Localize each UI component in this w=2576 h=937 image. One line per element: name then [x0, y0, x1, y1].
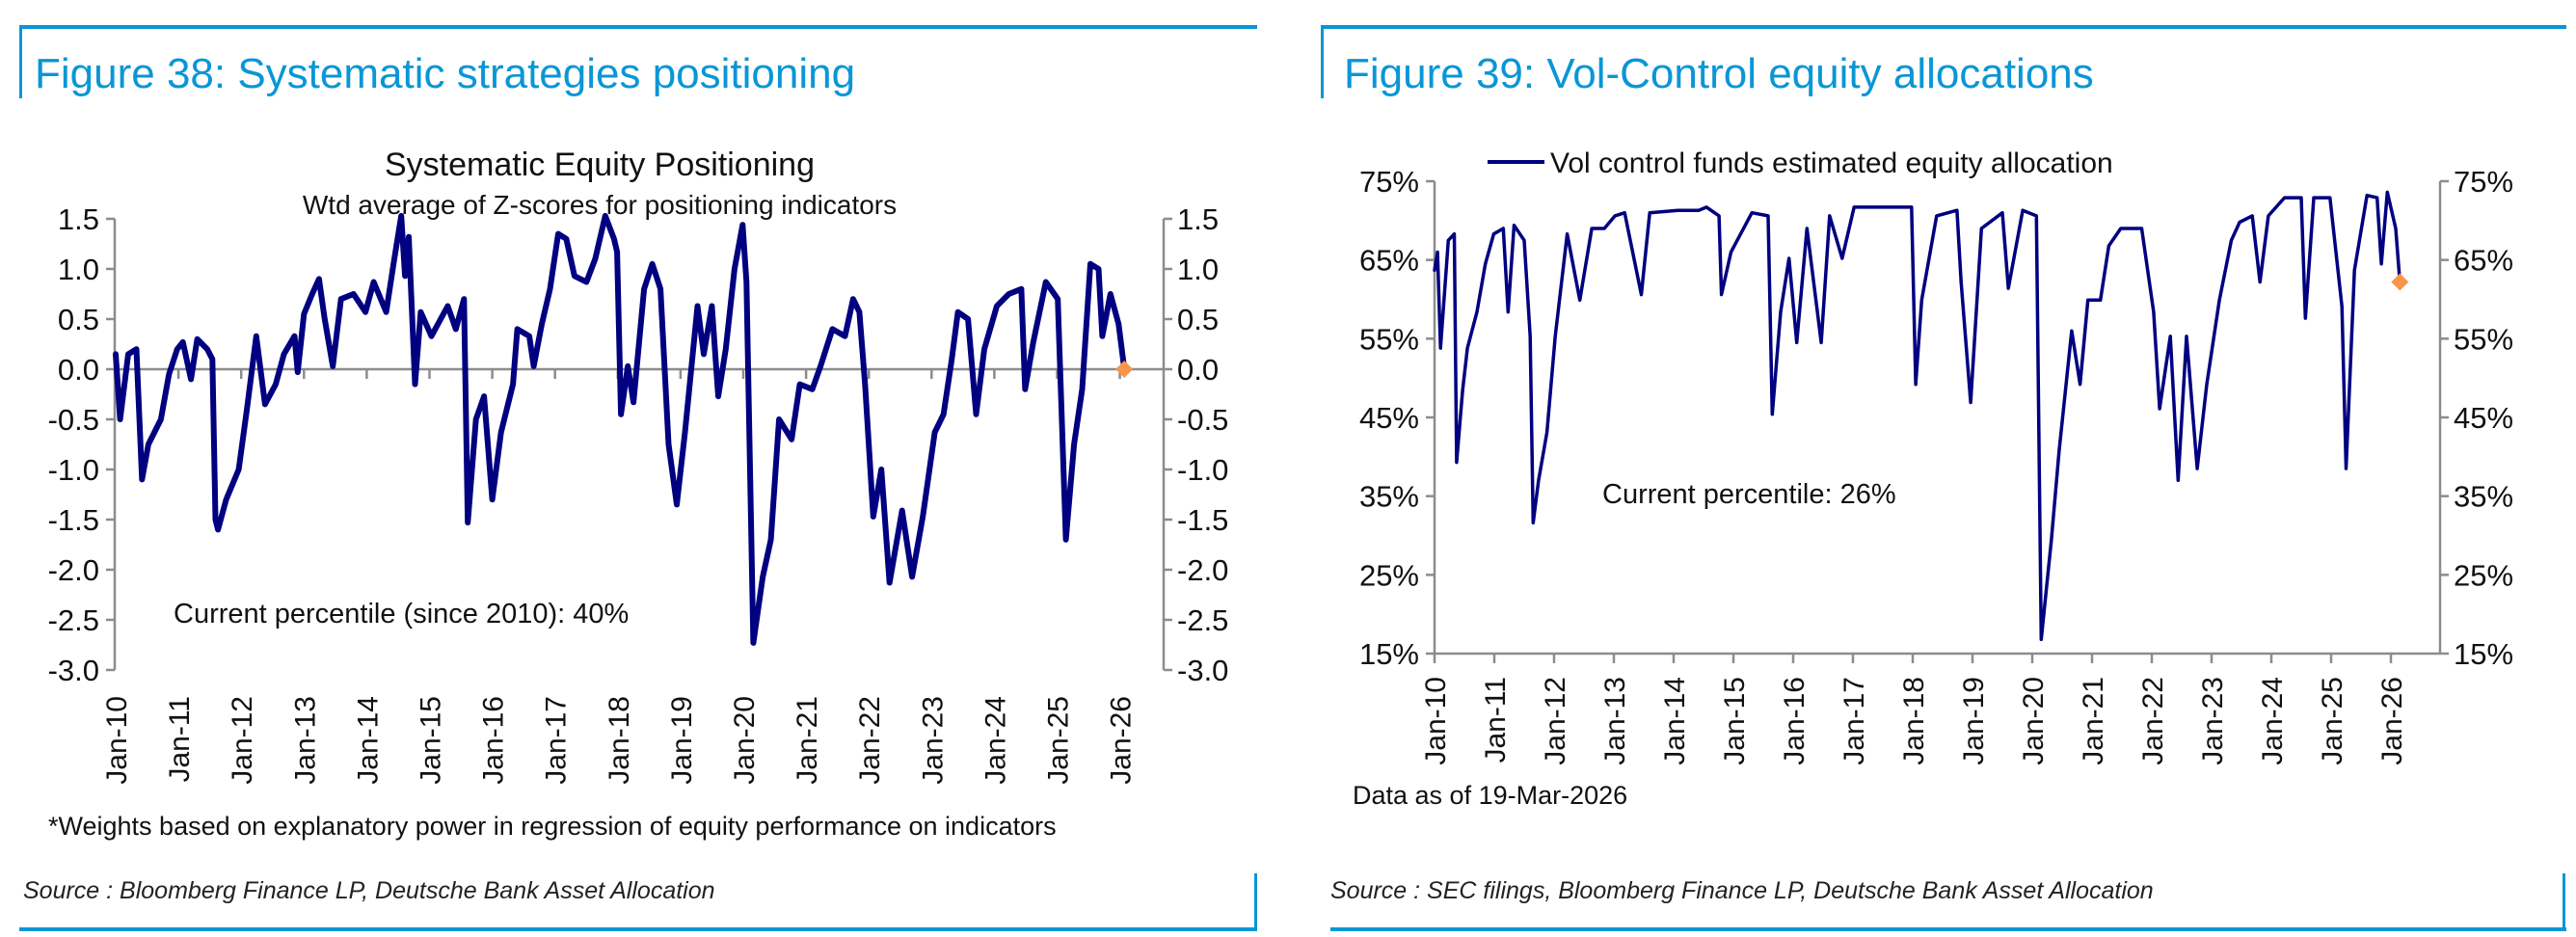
panel1-left-bar: [19, 25, 22, 98]
x-tick-label: Jan-12: [1540, 677, 1571, 765]
x-tick-label: Jan-14: [352, 696, 384, 785]
x-tick-label: Jan-18: [604, 696, 635, 785]
figure-39-title: Figure 39: Vol-Control equity allocation…: [1344, 50, 2094, 97]
panel2-bottom-rule: [1330, 927, 2566, 931]
x-tick-label: Jan-22: [2137, 677, 2169, 765]
series-line: [1433, 190, 2402, 642]
y-tick-label-right: 35%: [2454, 480, 2513, 514]
y-tick-label-left: 1.0: [58, 253, 99, 286]
x-tick-label: Jan-14: [1659, 677, 1691, 765]
x-tick-label: Jan-16: [1779, 677, 1811, 765]
chart-title: Systematic Equity Positioning: [385, 147, 815, 183]
x-tick-label: Jan-19: [666, 696, 698, 785]
y-tick-label-right: 25%: [2454, 558, 2513, 592]
y-tick-label-left: 65%: [1359, 244, 1419, 278]
y-tick-label-right: 0.5: [1177, 303, 1219, 336]
x-tick-label: Jan-16: [478, 696, 510, 785]
x-tick-label: Jan-21: [792, 696, 823, 785]
x-tick-label: Jan-26: [2376, 677, 2408, 765]
x-tick-label: Jan-10: [101, 696, 133, 785]
legend-label: Vol control funds estimated equity alloc…: [1550, 147, 2113, 179]
y-tick-label-left: -0.5: [48, 403, 99, 437]
panel1-right-bar: [1254, 873, 1257, 931]
x-tick-label: Jan-11: [164, 696, 196, 783]
x-tick-label: Jan-20: [2018, 677, 2050, 765]
y-tick-label-left: 35%: [1359, 480, 1419, 514]
figure-38-source: Source : Bloomberg Finance LP, Deutsche …: [23, 877, 715, 904]
y-tick-label-left: -1.5: [48, 503, 99, 537]
y-tick-label-left: 45%: [1359, 401, 1419, 435]
x-tick-label: Jan-13: [1599, 677, 1631, 765]
x-tick-label: Jan-15: [416, 696, 447, 785]
panel2-top-rule: [1321, 25, 2566, 29]
x-tick-label: Jan-20: [729, 696, 761, 785]
y-tick-label-right: 45%: [2454, 401, 2513, 435]
x-tick-label: Jan-13: [289, 696, 321, 785]
series-line: [113, 212, 1128, 646]
y-tick-label-right: 1.0: [1177, 253, 1219, 286]
x-tick-label: Jan-12: [227, 696, 258, 785]
x-tick-label: Jan-25: [1043, 696, 1075, 785]
y-tick-label-right: -2.0: [1177, 553, 1228, 587]
x-tick-label: Jan-19: [1958, 677, 1990, 765]
y-tick-label-right: 75%: [2454, 165, 2513, 199]
y-tick-label-right: 55%: [2454, 322, 2513, 356]
figure-39-data-as-of: Data as of 19-Mar-2026: [1353, 781, 1628, 810]
x-tick-label: Jan-18: [1898, 677, 1930, 765]
y-tick-label-right: 65%: [2454, 244, 2513, 278]
y-tick-label-left: 0.0: [58, 353, 99, 387]
x-tick-label: Jan-26: [1106, 696, 1138, 785]
y-tick-label-right: -1.0: [1177, 453, 1228, 487]
y-tick-label-left: -3.0: [48, 654, 99, 687]
figure-38-footnote: *Weights based on explanatory power in r…: [48, 812, 1057, 841]
x-tick-label: Jan-15: [1719, 677, 1751, 765]
y-tick-label-right: -3.0: [1177, 654, 1228, 687]
y-tick-label-left: 1.5: [58, 202, 99, 236]
y-tick-label-right: -0.5: [1177, 403, 1228, 437]
current-percentile-annotation: Current percentile: 26%: [1602, 479, 1896, 510]
y-tick-label-left: 0.5: [58, 303, 99, 336]
y-tick-label-right: 15%: [2454, 637, 2513, 671]
x-tick-label: Jan-21: [2078, 677, 2109, 765]
y-tick-label-left: 75%: [1359, 165, 1419, 199]
figure-38-title: Figure 38: Systematic strategies positio…: [35, 50, 856, 97]
x-tick-label: Jan-11: [1480, 677, 1512, 763]
x-tick-label: Jan-23: [2197, 677, 2229, 765]
y-tick-label-right: -1.5: [1177, 503, 1228, 537]
y-tick-label-left: -2.0: [48, 553, 99, 587]
y-tick-label-right: 1.5: [1177, 202, 1219, 236]
x-tick-label: Jan-10: [1420, 677, 1452, 765]
x-tick-label: Jan-17: [541, 696, 573, 785]
x-tick-label: Jan-17: [1838, 677, 1870, 765]
panel1-bottom-rule: [19, 927, 1257, 931]
y-tick-label-right: -2.5: [1177, 603, 1228, 637]
y-tick-label-left: -1.0: [48, 453, 99, 487]
y-tick-label-left: 55%: [1359, 322, 1419, 356]
x-tick-label: Jan-22: [854, 696, 886, 785]
y-tick-label-right: 0.0: [1177, 353, 1219, 387]
x-tick-label: Jan-24: [2257, 677, 2289, 765]
y-tick-label-left: -2.5: [48, 603, 99, 637]
x-tick-label: Jan-24: [979, 696, 1011, 785]
panel2-left-bar: [1321, 25, 1324, 98]
x-tick-label: Jan-23: [917, 696, 949, 785]
panel1-top-rule: [19, 25, 1257, 29]
figure-39-source: Source : SEC filings, Bloomberg Finance …: [1330, 877, 2154, 904]
current-value-marker: [1115, 361, 1134, 378]
current-percentile-annotation: Current percentile (since 2010): 40%: [174, 599, 629, 629]
y-tick-label-left: 25%: [1359, 558, 1419, 592]
current-value-marker: [2391, 273, 2409, 291]
y-tick-label-left: 15%: [1359, 637, 1419, 671]
panel2-right-bar: [2563, 873, 2565, 931]
x-tick-label: Jan-25: [2317, 677, 2348, 765]
